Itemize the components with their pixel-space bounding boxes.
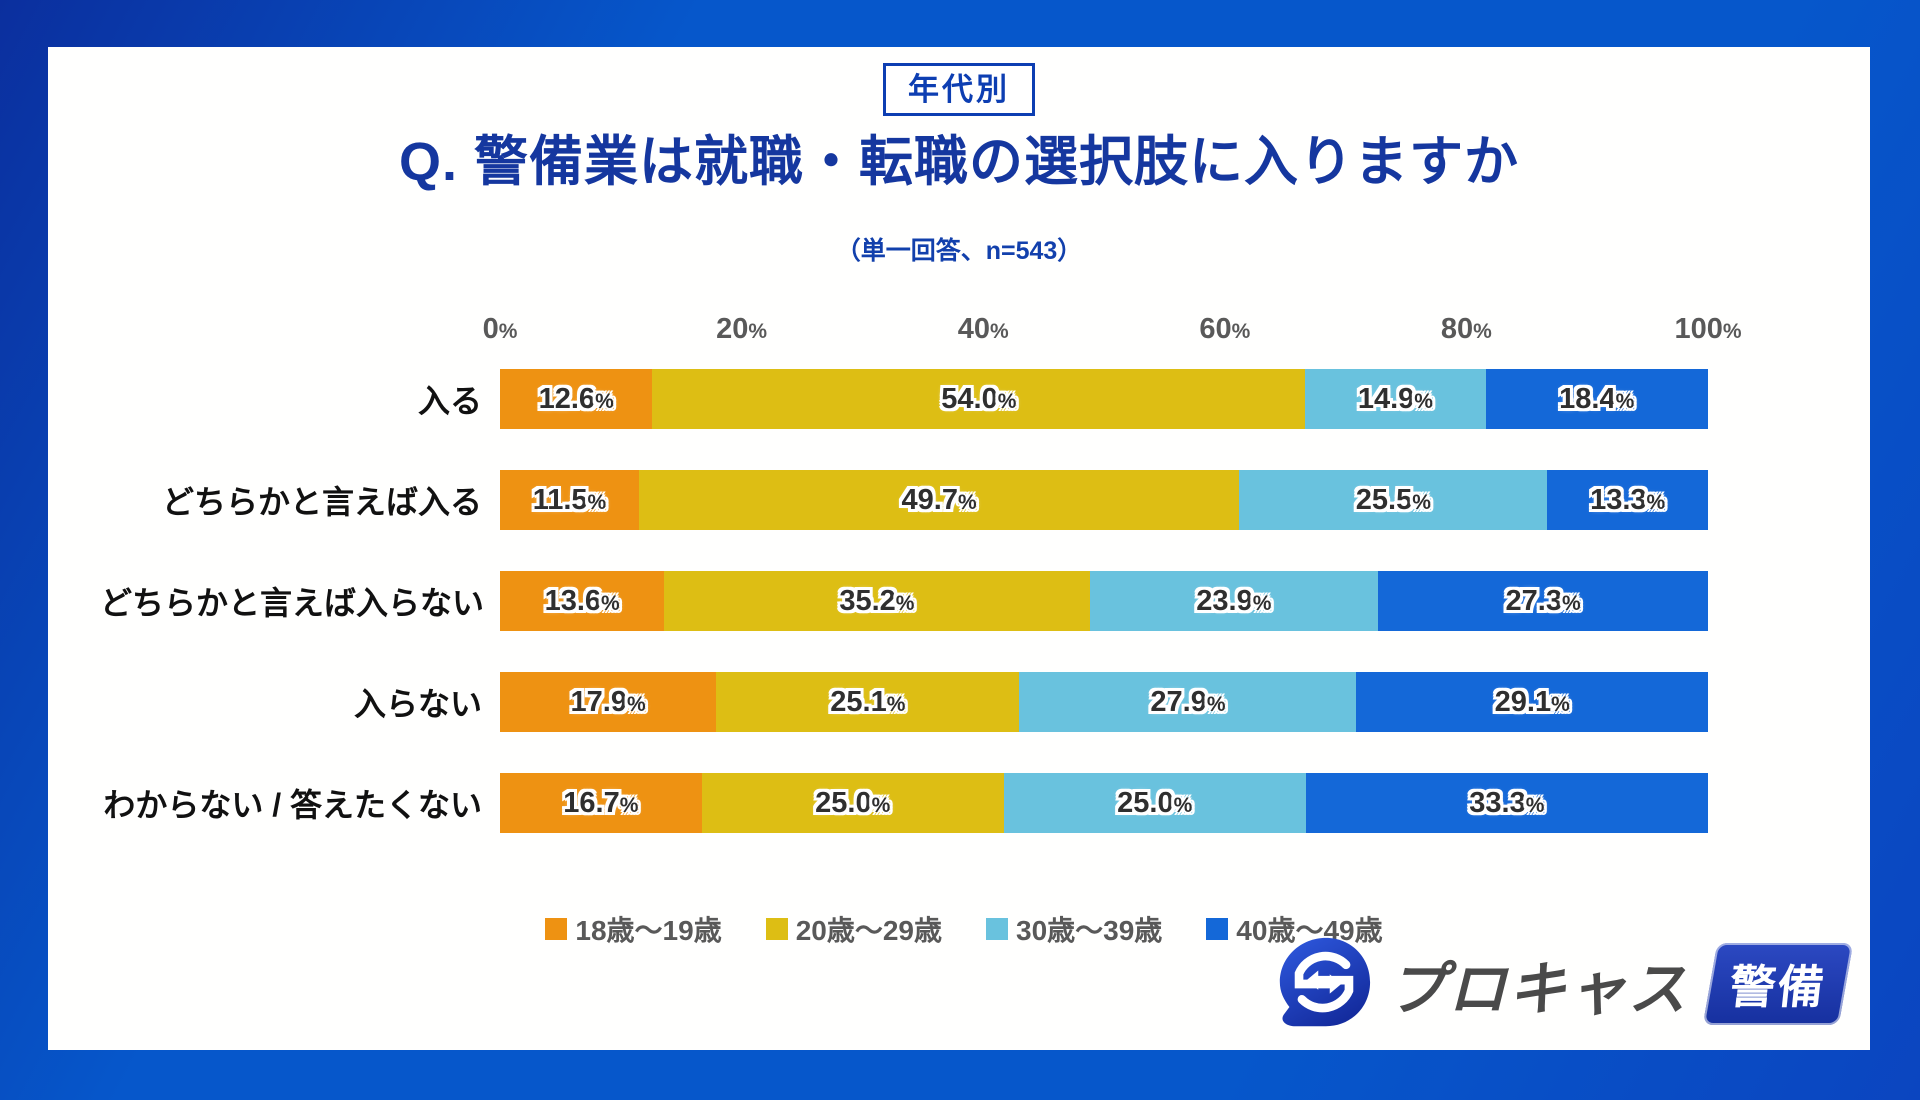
keibi-logo-badge: 警備 (1702, 943, 1854, 1025)
bar-segment: 12.6% (500, 369, 653, 430)
legend-item: 20歳〜29歳 (765, 909, 942, 949)
legend-item: 18歳〜19歳 (545, 909, 722, 949)
segment-value: 27.3% (1505, 584, 1581, 617)
bar-rows: 入る 12.6% 54.0% 14.9% 18.4% どちらかと言えば入る 11.5% 49.… (100, 353, 1708, 834)
bar-row: わからない / 答えたくない 16.7% 25.0% 25.0% 33.3% (100, 773, 1708, 834)
row-label: どちらかと言えば入らない (100, 585, 485, 622)
segment-value: 11.5% (532, 483, 607, 516)
x-axis: 0% 20% 40% 60% 80% 100% (483, 313, 1742, 353)
procas-logo-icon (1279, 937, 1371, 1027)
procas-logo-text: プロキャス (1387, 957, 1688, 1022)
bar-segment: 11.5% (500, 470, 639, 531)
segment-value: 33.3% (1469, 786, 1545, 819)
bar-row: 入る 12.6% 54.0% 14.9% 18.4% (100, 369, 1708, 430)
x-axis-tick: 100% (1674, 313, 1742, 346)
segment-value: 12.6% (538, 382, 614, 415)
legend-swatch (545, 918, 568, 941)
bar-segment: 13.6% (500, 571, 665, 632)
legend-swatch (1206, 918, 1229, 941)
segment-value: 14.9% (1357, 382, 1433, 415)
legend-swatch (765, 918, 788, 941)
bar-segment: 27.3% (1378, 571, 1708, 632)
bar-segment: 25.0% (1003, 773, 1306, 834)
segment-value: 13.3% (1590, 483, 1666, 516)
bar-segment: 35.2% (664, 571, 1090, 632)
segment-value: 25.1% (830, 685, 906, 718)
segment-value: 18.4% (1559, 382, 1635, 415)
bar-segment: 25.5% (1239, 470, 1548, 531)
bar-row: どちらかと言えば入らない 13.6% 35.2% 23.9% 27.3% (100, 571, 1708, 632)
bar-segment: 54.0% (652, 369, 1306, 430)
x-axis-tick: 60% (1199, 313, 1251, 346)
category-badge: 年代別 (883, 63, 1035, 117)
segment-value: 25.0% (815, 786, 891, 819)
row-label: どちらかと言えば入る (161, 484, 482, 521)
legend-label: 18歳〜19歳 (575, 915, 722, 947)
bar-segment: 14.9% (1305, 369, 1486, 430)
bar-row: どちらかと言えば入る 11.5% 49.7% 25.5% 13.3% (100, 470, 1708, 531)
segment-value: 13.6% (544, 584, 620, 617)
chart-subtitle: （単一回答、n=543） (835, 237, 1083, 266)
row-label: 入る (417, 383, 482, 420)
bar-segment: 23.9% (1089, 571, 1379, 632)
bar-segment: 25.0% (701, 773, 1004, 834)
brand-logo: プロキャス 警備 (1276, 934, 1854, 1034)
bar-segment: 29.1% (1356, 672, 1708, 733)
chart-title: Q. 警備業は就職・転職の選択肢に入りますか (398, 132, 1519, 193)
segment-value: 25.0% (1117, 786, 1193, 819)
segment-value: 29.1% (1494, 685, 1570, 718)
x-axis-tick: 20% (716, 313, 768, 346)
x-axis-tick: 0% (482, 313, 518, 346)
legend-item: 30歳〜39歳 (986, 909, 1162, 949)
bar-segment: 16.7% (500, 773, 702, 834)
legend-label: 20歳〜29歳 (795, 915, 942, 947)
x-axis-tick: 80% (1440, 313, 1492, 346)
stacked-bar: 12.6% 54.0% 14.9% 18.4% (500, 369, 1708, 430)
segment-value: 49.7% (901, 483, 977, 516)
bar-row: 入らない 17.9% 25.1% 27.9% 29.1% (100, 672, 1708, 733)
bar-segment: 49.7% (638, 470, 1240, 531)
legend-swatch (986, 918, 1008, 941)
segment-value: 25.5% (1355, 483, 1431, 516)
legend-label: 30歳〜39歳 (1016, 915, 1163, 947)
segment-value: 23.9% (1196, 584, 1272, 617)
infographic-card: 年代別 Q. 警備業は就職・転職の選択肢に入りますか （単一回答、n=543） … (48, 47, 1870, 1050)
segment-value: 27.9% (1150, 685, 1226, 718)
row-label: わからない / 答えたくない (103, 787, 482, 824)
segment-value: 54.0% (941, 382, 1017, 415)
bar-segment: 18.4% (1485, 369, 1708, 430)
stacked-bar: 17.9% 25.1% 27.9% 29.1% (500, 672, 1708, 733)
stacked-bar-chart: 0% 20% 40% 60% 80% 100% 入る 12.6% 54.0% 14.9% 18.4… (100, 313, 1742, 949)
bar-segment: 33.3% (1305, 773, 1708, 834)
row-label: 入らない (353, 686, 482, 723)
bar-segment: 25.1% (716, 672, 1020, 733)
segment-value: 35.2% (839, 584, 915, 617)
bar-segment: 13.3% (1547, 470, 1708, 531)
segment-value: 16.7% (563, 786, 639, 819)
stacked-bar: 11.5% 49.7% 25.5% 13.3% (500, 470, 1708, 531)
stacked-bar: 16.7% 25.0% 25.0% 33.3% (500, 773, 1708, 834)
bar-segment: 27.9% (1019, 672, 1357, 733)
segment-value: 17.9% (570, 685, 646, 718)
bar-segment: 17.9% (500, 672, 717, 733)
x-axis-tick: 40% (957, 313, 1009, 346)
stacked-bar: 13.6% 35.2% 23.9% 27.3% (500, 571, 1708, 632)
